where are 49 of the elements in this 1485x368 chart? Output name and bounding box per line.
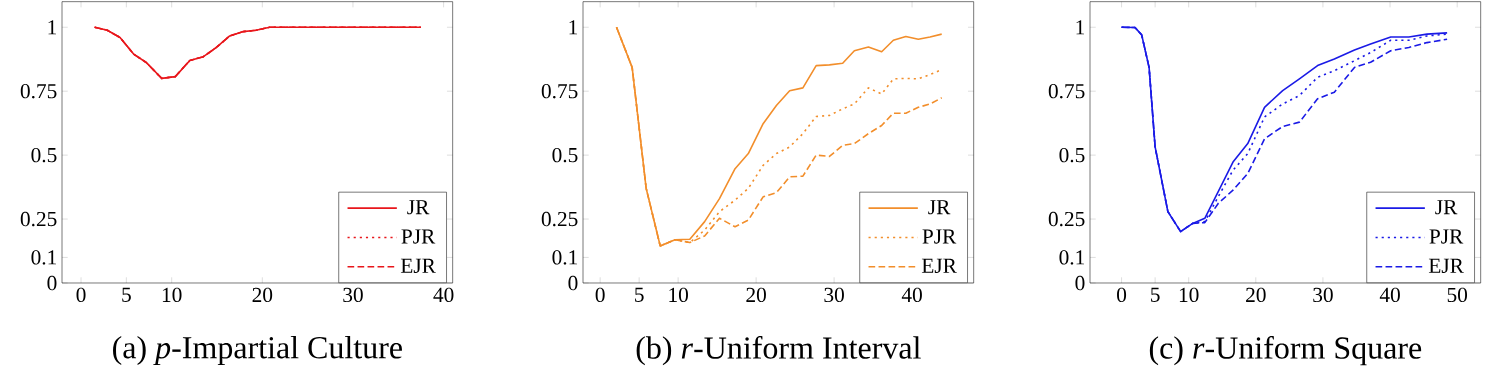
y-tick-label: 1 [1076, 20, 1085, 35]
y-tick-label: 0.1 [1059, 250, 1085, 265]
y-tick-label: 0.75 [1048, 83, 1085, 99]
y-tick-label: 0.25 [1048, 211, 1085, 227]
x-tick-label: 30 [343, 287, 363, 303]
y-tick-label: 0.75 [541, 83, 578, 99]
y-tick-label: 1 [48, 20, 57, 35]
x-tick-label: 0 [1117, 287, 1127, 303]
x-tick-label: 20 [252, 287, 273, 303]
legend-label: PJR [1429, 229, 1464, 244]
x-tick-label: 30 [1313, 287, 1333, 303]
y-tick-label: 1 [569, 20, 578, 35]
y-tick-label: 0.5 [1059, 147, 1085, 163]
legend-label: JR [1435, 200, 1458, 215]
y-tick-label: 0.25 [20, 211, 57, 227]
legend-label: EJR [400, 258, 436, 273]
legend-label: JR [407, 200, 430, 215]
x-tick-label: 5 [122, 287, 131, 302]
x-tick-label: 0 [76, 287, 86, 303]
x-tick-label: 20 [746, 287, 766, 303]
x-tick-label: 0 [595, 287, 605, 303]
x-tick-label: 10 [669, 287, 688, 303]
x-tick-label: 30 [824, 287, 844, 303]
text: (c) r-Uniform Square [1149, 335, 1422, 366]
x-tick-label: 10 [1179, 287, 1199, 303]
x-tick-label: 20 [1246, 287, 1266, 303]
legend-label: JR [928, 200, 951, 215]
y-tick-label: 0 [47, 275, 57, 291]
y-tick-label: 0.25 [541, 211, 578, 227]
y-tick-label: 0.75 [20, 83, 57, 99]
legend-label: EJR [1428, 258, 1464, 273]
y-tick-label: 0 [1075, 275, 1085, 291]
x-tick-label: 40 [433, 287, 454, 303]
y-tick-label: 0.1 [552, 250, 578, 265]
text: (a) p-Impartial Culture [113, 335, 402, 365]
x-tick-label: 50 [1447, 287, 1468, 303]
x-tick-label: 40 [1379, 287, 1400, 303]
x-tick-label: 5 [1151, 287, 1160, 302]
text: (b) r-Uniform Interval [636, 335, 921, 366]
x-tick-label: 40 [901, 287, 922, 303]
x-tick-label: 10 [162, 287, 182, 303]
legend-label: PJR [401, 229, 436, 244]
y-tick-label: 0.5 [31, 147, 57, 163]
y-tick-label: 0.1 [31, 250, 57, 265]
x-tick-label: 5 [635, 287, 644, 302]
y-tick-label: 0 [568, 275, 578, 291]
legend-label: PJR [922, 229, 957, 244]
y-tick-label: 0.5 [552, 147, 578, 163]
legend-label: EJR [921, 258, 957, 273]
